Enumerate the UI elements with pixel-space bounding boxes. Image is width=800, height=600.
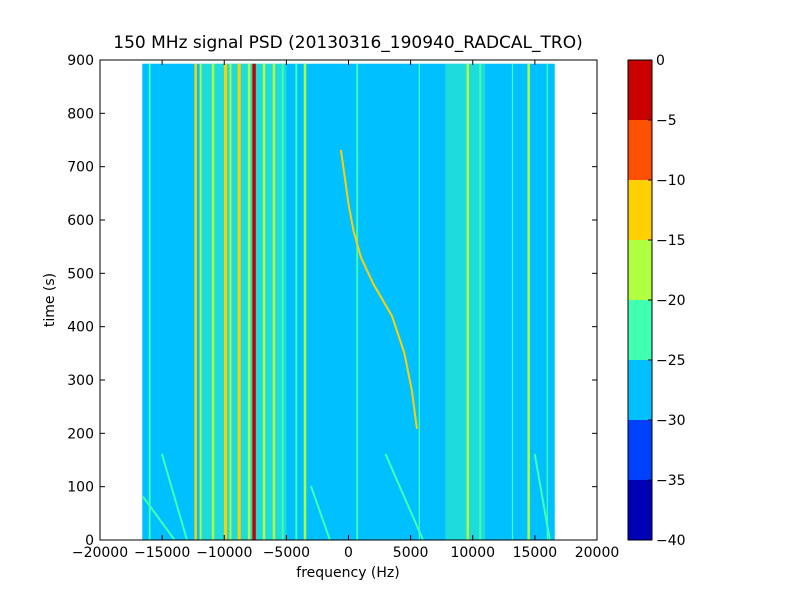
y-tick-label-5: 500 — [67, 266, 94, 282]
vertical-feature-15 — [418, 63, 420, 540]
chart-title: 150 MHz signal PSD (20130316_190940_RADC… — [113, 33, 582, 53]
band-feature-1 — [445, 63, 486, 540]
x-tick-label-7: 15000 — [513, 545, 558, 561]
y-tick-label-6: 600 — [67, 213, 94, 229]
vertical-feature-8 — [252, 63, 256, 540]
x-tick-label-2: −10000 — [196, 545, 252, 561]
colorbar-tick-label-0: −40 — [656, 533, 686, 549]
y-axis-ticks: 0 100 200 300 400 500 600 700 800 900 — [67, 53, 597, 549]
vertical-feature-9 — [262, 63, 266, 540]
trace-4 — [533, 453, 551, 540]
vertical-feature-12 — [295, 63, 298, 540]
colorbar-segment-0 — [628, 480, 652, 540]
y-tick-label-2: 200 — [67, 426, 94, 442]
colorbar-segment-3 — [628, 300, 652, 360]
colorbar — [628, 60, 652, 540]
vertical-feature-3 — [211, 63, 215, 540]
vertical-feature-6 — [237, 63, 241, 540]
x-tick-label-0: −20000 — [72, 545, 128, 561]
vertical-feature-18 — [511, 63, 514, 540]
vertical-feature-17 — [479, 63, 482, 540]
vertical-feature-16 — [466, 63, 470, 540]
x-axis-ticks: −20000 −15000 −10000 −5000 0 5000 10000 15000 20… — [72, 60, 619, 561]
heatmap-layer — [142, 63, 555, 540]
y-tick-label-7: 700 — [67, 160, 94, 176]
colorbar-tick-label-6: −10 — [656, 173, 686, 189]
trace-1 — [142, 496, 176, 540]
x-tick-label-8: 20000 — [575, 545, 620, 561]
colorbar-segment-6 — [628, 120, 652, 180]
heatmap-background — [142, 63, 555, 540]
colorbar-tick-label-4: −20 — [656, 293, 686, 309]
x-tick-label-5: 5000 — [393, 545, 429, 561]
y-tick-label-9: 900 — [67, 53, 94, 69]
vertical-feature-10 — [272, 63, 276, 540]
colorbar-segment-4 — [628, 240, 652, 300]
x-tick-label-3: −5000 — [263, 545, 310, 561]
trace-0 — [340, 149, 418, 429]
vertical-feature-5 — [229, 63, 232, 540]
y-tick-label-0: 0 — [85, 533, 94, 549]
y-tick-label-4: 400 — [67, 320, 94, 336]
y-tick-label-8: 800 — [67, 106, 94, 122]
colorbar-segment-5 — [628, 180, 652, 240]
vertical-feature-13 — [303, 63, 307, 540]
vertical-feature-14 — [356, 63, 359, 540]
y-axis-label: time (s) — [42, 273, 58, 327]
trace-2 — [161, 453, 188, 540]
colorbar-tick-label-8: 0 — [656, 53, 665, 69]
vertical-feature-4 — [223, 63, 228, 540]
colorbar-segment-1 — [628, 420, 652, 480]
colorbar-tick-label-5: −15 — [656, 233, 686, 249]
x-tick-label-4: 0 — [344, 545, 353, 561]
colorbar-tick-label-7: −5 — [656, 113, 677, 129]
colorbar-tick-label-2: −30 — [656, 413, 686, 429]
vertical-feature-11 — [281, 63, 284, 540]
y-tick-label-1: 100 — [67, 480, 94, 496]
vertical-feature-19 — [527, 63, 530, 540]
x-tick-label-1: −15000 — [134, 545, 190, 561]
vertical-feature-20 — [546, 63, 548, 540]
x-axis-label: frequency (Hz) — [296, 565, 399, 581]
trace-5 — [310, 485, 331, 540]
colorbar-ticks: −40 −35 −30 −25 −20 −15 −10 −5 0 — [648, 53, 686, 549]
colorbar-segment-2 — [628, 360, 652, 420]
x-tick-label-6: 10000 — [450, 545, 495, 561]
colorbar-tick-label-1: −35 — [656, 473, 686, 489]
colorbar-segment-7 — [628, 60, 652, 120]
trace-3 — [384, 453, 425, 540]
vertical-feature-0 — [148, 63, 151, 540]
vertical-feature-1 — [194, 63, 197, 540]
colorbar-tick-label-3: −25 — [656, 353, 686, 369]
vertical-feature-7 — [247, 63, 251, 540]
y-tick-label-3: 300 — [67, 373, 94, 389]
vertical-feature-2 — [199, 63, 202, 540]
